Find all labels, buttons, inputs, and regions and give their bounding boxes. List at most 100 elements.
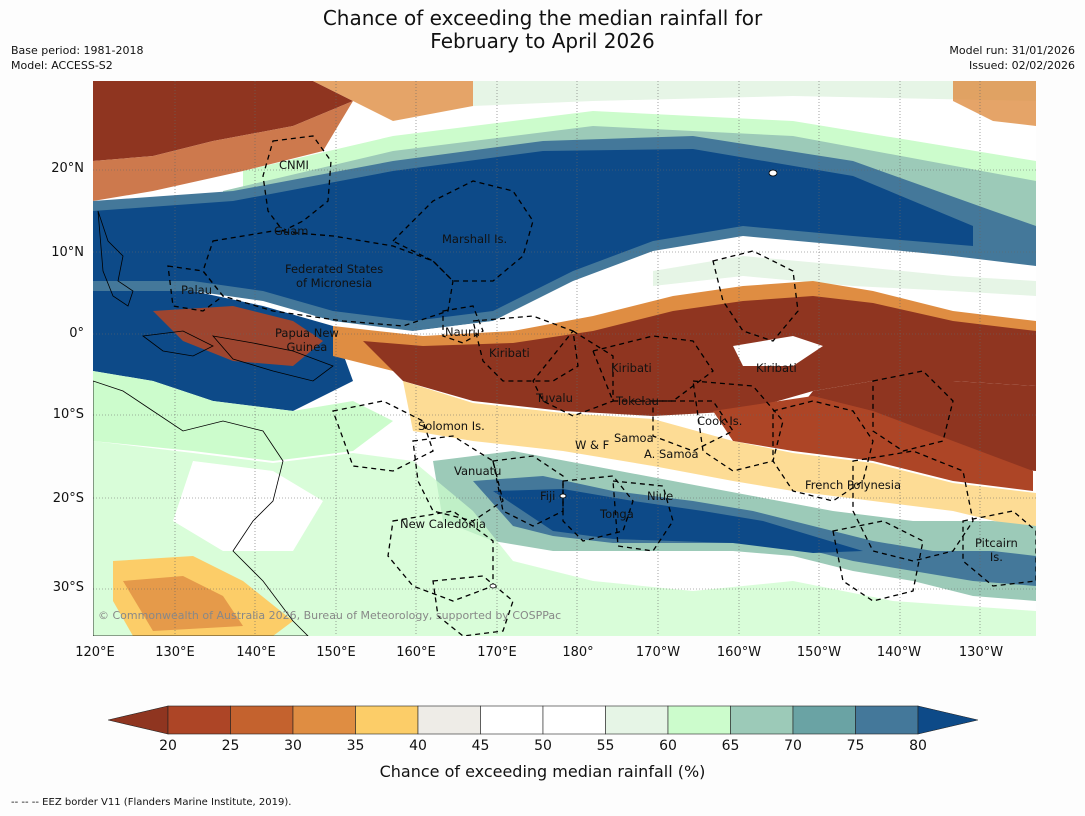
model-run: Model run: 31/01/2026 — [949, 44, 1075, 57]
colorbar-svg — [107, 705, 979, 735]
light-band — [653, 256, 1036, 296]
region-label-american-samoa: A. Samoa — [644, 447, 699, 461]
dry-pocket-png — [153, 306, 323, 366]
small-islands — [489, 169, 778, 589]
colorbar-title: Chance of exceeding median rainfall (%) — [379, 762, 706, 781]
region-label-palau: Palau — [181, 283, 212, 297]
colorbar-segment — [417, 705, 481, 735]
region-label-marshall-islands: Marshall Is. — [442, 232, 508, 246]
lat-label-30s: 30°S — [52, 580, 84, 595]
region-label-tokelau: Tokelau — [616, 394, 659, 408]
colorbar-tick-label: 50 — [534, 738, 552, 754]
colorbar-segment — [542, 705, 606, 735]
region-label-fiji: Fiji — [540, 489, 556, 503]
chart-title: Chance of exceeding the median rainfall … — [0, 7, 1085, 53]
lon-label-150w: 150°W — [796, 645, 842, 660]
lat-label-10n: 10°N — [51, 245, 84, 260]
dry-area-nw-edge — [93, 101, 353, 201]
dry-area-australia-core — [123, 576, 243, 631]
model-name: Model: ACCESS-S2 — [11, 59, 113, 72]
colorbar-segment — [605, 705, 669, 735]
region-label-cook-islands: Cook Is. — [697, 414, 743, 428]
colorbar-extend-high — [917, 705, 979, 735]
map-canvas — [93, 81, 1036, 636]
colorbar-tick-label: 80 — [909, 738, 927, 754]
colorbar-segment — [355, 705, 419, 735]
lon-label-120e: 120°E — [75, 645, 115, 660]
eez-footnote: -- -- -- EEZ border V11 (Flanders Marine… — [11, 797, 292, 808]
colorbar-segment — [480, 705, 544, 735]
meta-left: Base period: 1981-2018 Model: ACCESS-S2 — [11, 43, 143, 73]
colorbar-tick-label: 20 — [159, 738, 177, 754]
region-label-guam: Guam — [274, 224, 309, 238]
colorbar-segment — [230, 705, 294, 735]
region-label-new-caledonia: New Caledonia — [400, 517, 486, 531]
title-line-2: February to April 2026 — [430, 29, 655, 53]
lon-label-130w: 130°W — [958, 645, 1004, 660]
region-label-kiribati-east: Kiribati — [756, 361, 797, 375]
meta-right: Model run: 31/01/2026 Issued: 02/02/2026 — [949, 43, 1075, 73]
island-fiji — [559, 493, 567, 499]
neutral-pocket — [733, 336, 823, 366]
region-label-samoa: Samoa — [614, 431, 654, 445]
colorbar-extend-low — [107, 705, 169, 735]
region-label-tuvalu: Tuvalu — [536, 391, 573, 405]
issued-date: Issued: 02/02/2026 — [968, 59, 1075, 72]
lat-label-10s: 10°S — [52, 407, 84, 422]
colorbar-tick-label: 55 — [596, 738, 615, 754]
colorbar-tick-label: 45 — [471, 738, 490, 754]
region-label-solomon-islands: Solomon Is. — [418, 419, 485, 433]
dry-area-ne — [953, 81, 1036, 126]
colorbar-tick-label: 60 — [659, 738, 677, 754]
wet-band-south — [493, 489, 863, 553]
wet-band-north — [93, 149, 973, 321]
colorbar-tick-label: 75 — [846, 738, 865, 754]
region-label-pitcairn: Pitcairn Is. — [975, 536, 1018, 564]
coastlines — [93, 210, 334, 636]
title-line-1: Chance of exceeding the median rainfall … — [322, 6, 763, 30]
region-label-vanuatu: Vanuatu — [454, 464, 502, 478]
region-label-nauru: Nauru — [445, 325, 480, 339]
region-label-french-polynesia: French Polynesia — [805, 478, 902, 492]
lon-label-170e: 170°E — [477, 645, 517, 660]
neutral-area-coral-sea — [173, 461, 323, 551]
dry-light-south — [403, 381, 1036, 531]
colorbar-tick-label: 65 — [721, 738, 740, 754]
wet-light-south — [93, 441, 1036, 636]
hawaii-island — [768, 169, 778, 177]
light-wet-north — [473, 81, 1036, 106]
colorbar-segment — [667, 705, 731, 735]
lon-label-170w: 170°W — [635, 645, 681, 660]
region-label-kiribati-west: Kiribati — [489, 346, 530, 360]
region-label-niue: Niue — [647, 489, 674, 503]
region-label-png: Papua New Guinea — [275, 326, 339, 354]
region-label-kiribati-central: Kiribati — [611, 361, 652, 375]
region-label-tonga: Tonga — [600, 507, 634, 521]
dry-band-east — [793, 381, 1036, 471]
eez-borders — [167, 135, 1036, 636]
dry-area-nw — [93, 81, 353, 161]
dry-area-north — [313, 81, 513, 121]
colorbar-segment — [292, 705, 356, 735]
colorbar-tick-label: 70 — [784, 738, 802, 754]
wet-transition-west — [93, 371, 393, 461]
lon-label-140w: 140°W — [876, 645, 922, 660]
lon-label-150e: 150°E — [316, 645, 356, 660]
lon-label-140e: 140°E — [236, 645, 276, 660]
colorbar — [107, 705, 979, 735]
colorbar-segment — [792, 705, 856, 735]
rainfall-map — [93, 81, 1036, 636]
lat-label-20s: 20°S — [52, 491, 84, 506]
colorbar-tick-label: 25 — [221, 738, 240, 754]
lon-label-160e: 160°E — [396, 645, 436, 660]
island-new-caledonia — [489, 583, 497, 589]
dry-band-equator — [363, 296, 1036, 416]
lat-label-0: 0° — [69, 326, 84, 341]
copyright-notice: © Commonwealth of Australia 2026, Bureau… — [98, 609, 562, 622]
region-label-micronesia: Federated States of Micronesia — [285, 262, 384, 290]
lon-label-180: 180° — [562, 645, 594, 660]
region-label-cnmi: CNMI — [279, 158, 309, 172]
colorbar-tick-label: 35 — [346, 738, 365, 754]
colorbar-tick-label: 30 — [284, 738, 302, 754]
colorbar-tick-label: 40 — [409, 738, 427, 754]
